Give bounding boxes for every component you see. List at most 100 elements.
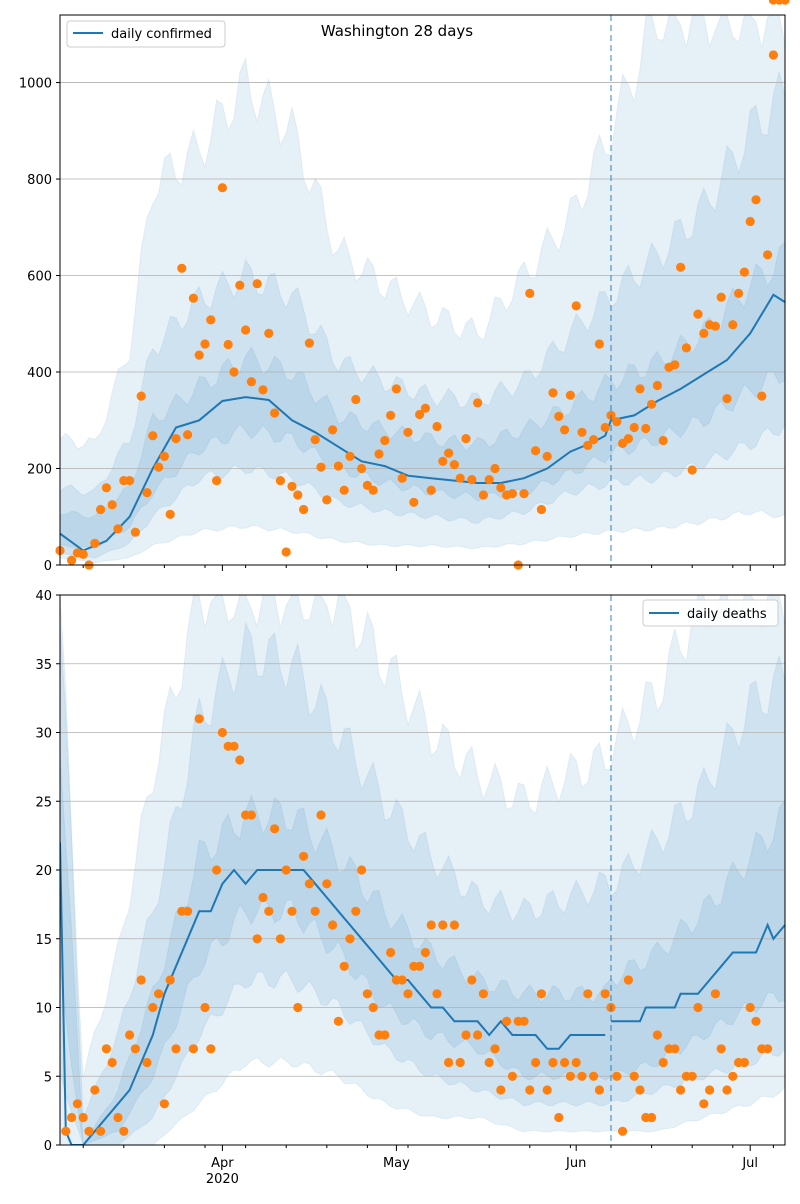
deaths-data-point — [467, 975, 477, 985]
confirmed-data-point — [368, 485, 378, 495]
confirmed-data-point — [623, 434, 634, 444]
confirmed-data-point — [130, 527, 140, 537]
deaths-ytick-label: 5 — [44, 1070, 52, 1085]
deaths-data-point — [136, 975, 146, 985]
confirmed-data-point — [455, 473, 465, 483]
deaths-data-point — [722, 1085, 732, 1095]
deaths-data-point — [502, 1016, 512, 1026]
confirmed-data-point — [658, 435, 668, 446]
confirmed-data-point — [728, 320, 738, 330]
confirmed-legend: daily confirmed — [66, 20, 226, 48]
deaths-data-point — [745, 1002, 755, 1013]
confirmed-ytick-label: 200 — [27, 463, 52, 478]
confirmed-ytick-label: 400 — [27, 366, 52, 381]
confirmed-data-point — [281, 547, 291, 557]
legend-box — [66, 20, 226, 48]
confirmed-band-inner — [60, 241, 785, 550]
confirmed-data-point — [310, 435, 320, 445]
confirmed-data-point — [449, 460, 459, 470]
legend-label: daily confirmed — [111, 27, 212, 42]
deaths-data-point — [444, 1057, 454, 1068]
deaths-data-point — [473, 1030, 483, 1040]
confirmed-axes-border — [59, 14, 786, 566]
deaths-data-point — [310, 906, 320, 916]
deaths-ytick-label: 35 — [35, 658, 52, 673]
deaths-data-point — [345, 934, 355, 944]
confirmed-data-point — [101, 483, 111, 493]
deaths-data-point — [188, 1044, 198, 1054]
chart-title: Washington 28 days — [321, 22, 473, 40]
deaths-data-point — [560, 1057, 570, 1068]
confirmed-data-point — [652, 380, 663, 391]
confirmed-data-point — [467, 475, 477, 485]
deaths-data-point — [159, 1099, 169, 1109]
deaths-data-point — [304, 879, 314, 889]
deaths-data-point — [397, 975, 407, 985]
confirmed-data-point — [496, 483, 506, 493]
confirmed-data-point — [67, 555, 77, 565]
confirmed-points — [55, 0, 790, 570]
confirmed-data-point — [577, 427, 587, 437]
confirmed-data-point — [681, 343, 692, 353]
xtick-label: May — [383, 1156, 410, 1171]
deaths-data-point — [710, 989, 721, 999]
confirmed-x-ticks — [82, 565, 774, 571]
deaths-ytick-label: 40 — [35, 589, 52, 604]
deaths-data-point — [484, 1057, 494, 1068]
deaths-data-point — [519, 1016, 529, 1026]
confirmed-data-point — [473, 398, 483, 408]
confirmed-data-point — [716, 292, 726, 302]
confirmed-data-point — [357, 463, 367, 474]
deaths-data-point — [415, 961, 425, 971]
deaths-data-point — [206, 1044, 216, 1054]
deaths-data-point — [577, 1071, 587, 1081]
confirmed-ytick-label: 600 — [27, 270, 52, 285]
confirmed-ytick-label: 1000 — [19, 77, 52, 92]
deaths-data-point — [357, 865, 367, 875]
confirmed-data-point — [275, 476, 285, 486]
confirmed-data-point — [751, 195, 761, 205]
confirmed-data-point — [142, 488, 152, 498]
deaths-data-point — [96, 1126, 106, 1136]
deaths-line-path — [611, 922, 785, 1023]
deaths-band-middle — [60, 621, 785, 1145]
confirmed-data-point — [258, 385, 268, 395]
deaths-data-point — [693, 1002, 703, 1013]
deaths-line-path — [60, 842, 606, 1145]
confirmed-data-point — [484, 475, 494, 485]
deaths-data-point — [751, 1016, 761, 1026]
confirmed-data-point — [571, 301, 581, 311]
deaths-data-point — [583, 989, 593, 999]
confirmed-gridlines — [60, 82, 785, 469]
deaths-y-ticks: 0 5 10 15 20 25 30 35 40 — [35, 589, 60, 1154]
deaths-data-point — [322, 879, 332, 889]
deaths-data-point — [299, 851, 309, 861]
deaths-ytick-label: 10 — [35, 1002, 52, 1017]
deaths-data-point — [351, 906, 361, 916]
confirmed-data-point — [136, 391, 146, 401]
confirmed-data-point — [722, 394, 732, 404]
confirmed-data-point — [299, 504, 309, 515]
confirmed-data-point — [461, 434, 471, 444]
deaths-data-point — [368, 1002, 378, 1013]
deaths-data-point — [507, 1071, 517, 1081]
confirmed-data-point — [212, 476, 222, 486]
deaths-data-point — [548, 1057, 558, 1068]
deaths-data-point — [67, 1112, 77, 1123]
deaths-data-point — [113, 1112, 123, 1123]
confirmed-data-point — [293, 490, 303, 500]
deaths-data-point — [496, 1085, 506, 1095]
confirmed-data-point — [194, 350, 204, 360]
confirmed-data-point — [693, 309, 703, 319]
deaths-data-point — [264, 906, 274, 916]
confirmed-data-point — [386, 410, 396, 420]
confirmed-data-point — [420, 403, 430, 413]
deaths-data-point — [531, 1057, 541, 1068]
deaths-data-point — [270, 824, 280, 834]
deaths-data-point — [333, 1016, 343, 1026]
deaths-data-point — [600, 989, 610, 999]
deaths-data-point — [432, 989, 442, 999]
deaths-data-point — [258, 892, 268, 903]
deaths-ytick-label: 30 — [35, 727, 52, 742]
